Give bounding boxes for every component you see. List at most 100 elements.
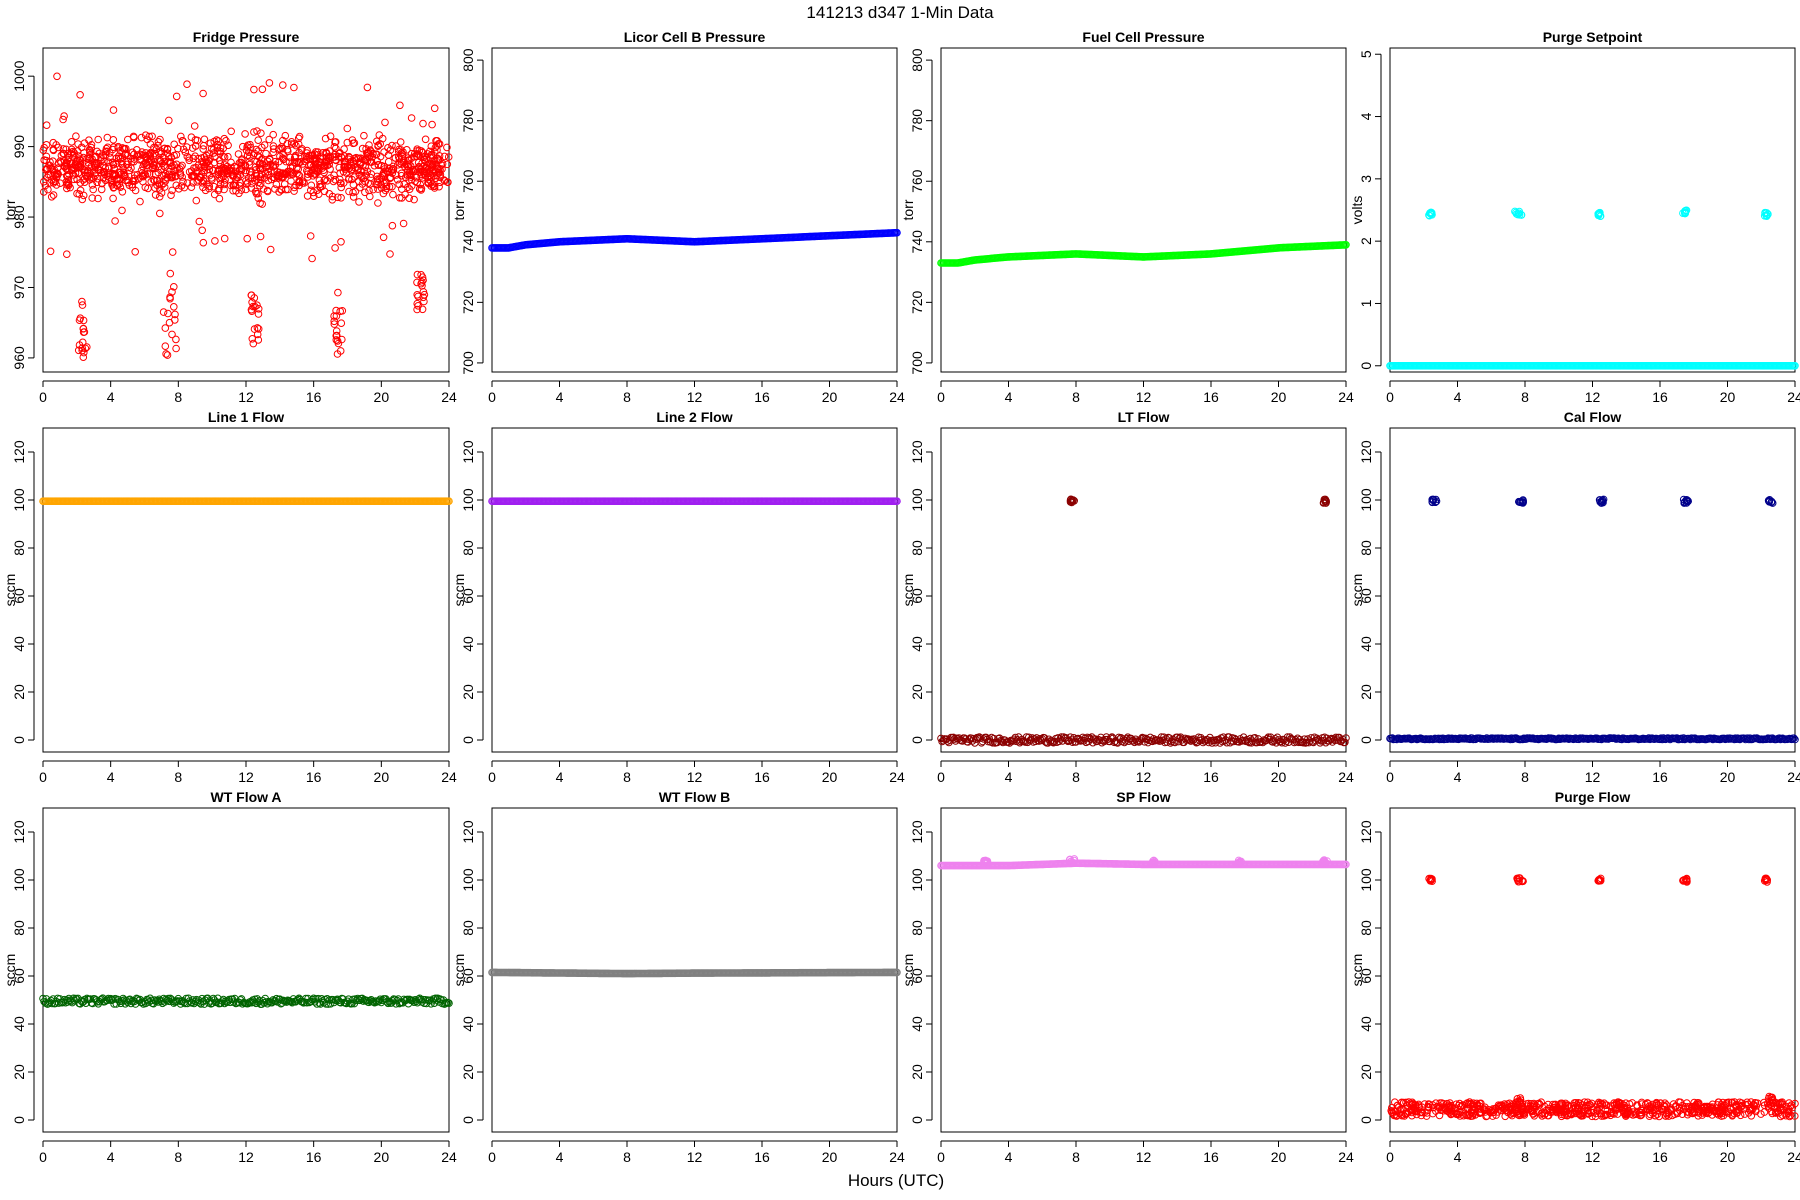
data-point	[414, 150, 422, 158]
y-axis-label: torr	[451, 199, 467, 220]
data-point	[170, 161, 178, 169]
data-point	[1011, 733, 1020, 742]
x-tick-label: 4	[1005, 769, 1013, 785]
data-point	[199, 145, 207, 153]
data-point	[97, 153, 105, 162]
data-point	[334, 288, 342, 297]
data-point	[192, 196, 201, 205]
data-point	[130, 133, 138, 142]
data-point	[388, 141, 396, 150]
data-point	[92, 152, 100, 161]
data-point	[231, 181, 240, 190]
x-tick-label: 12	[1585, 769, 1601, 785]
data-point	[405, 160, 413, 169]
data-point	[222, 137, 230, 145]
plot-frame	[42, 807, 450, 1133]
data-point	[303, 149, 311, 157]
data-point	[296, 178, 304, 186]
x-tick-label: 24	[441, 1149, 457, 1165]
data-point	[178, 161, 186, 170]
data-point	[308, 995, 317, 1004]
data-point	[256, 175, 265, 184]
data-point	[258, 85, 267, 94]
data-point	[170, 140, 178, 149]
data-point	[253, 127, 261, 135]
data-point	[395, 194, 404, 202]
data-point	[413, 305, 421, 314]
data-point	[445, 999, 453, 1008]
data-point	[160, 183, 169, 191]
x-tick-label: 20	[822, 1149, 838, 1165]
x-tick-label: 16	[1652, 769, 1668, 785]
data-point	[262, 149, 270, 158]
data-point	[75, 190, 83, 198]
y-tick-label: 60	[1358, 588, 1374, 604]
data-point	[265, 155, 274, 164]
x-tick-label: 16	[754, 389, 770, 405]
data-point	[335, 163, 344, 172]
data-point	[109, 169, 117, 178]
data-point	[155, 192, 164, 201]
data-point	[80, 178, 89, 186]
data-point	[332, 312, 341, 320]
data-point	[40, 177, 48, 186]
data-point	[253, 301, 261, 310]
data-point	[264, 171, 273, 180]
x-tick-label: 8	[1521, 769, 1529, 785]
y-tick-label: 740	[460, 230, 476, 254]
data-point	[49, 138, 58, 147]
data-point	[250, 128, 258, 136]
panel-title: Cal Flow	[1564, 409, 1622, 425]
data-point	[172, 335, 180, 344]
y-axis-label: torr	[2, 199, 18, 220]
data-point	[403, 146, 411, 154]
data-point	[382, 182, 391, 191]
data-point	[250, 149, 259, 158]
data-point	[893, 228, 901, 237]
y-tick-label: 60	[11, 968, 27, 984]
y-axis-label: sccm	[900, 574, 916, 607]
data-point	[307, 181, 316, 190]
data-point	[258, 200, 267, 208]
data-point	[1305, 738, 1313, 747]
data-point	[1257, 737, 1266, 746]
data-point	[263, 162, 272, 171]
data-point	[294, 140, 303, 148]
data-point	[1253, 738, 1261, 747]
data-points	[488, 228, 901, 252]
data-point	[99, 151, 108, 160]
data-point	[141, 159, 150, 168]
data-point	[384, 999, 392, 1008]
data-point	[1251, 734, 1259, 742]
data-point	[1320, 495, 1329, 504]
data-point	[420, 297, 428, 306]
data-point	[388, 221, 397, 230]
x-tick-label: 12	[687, 1149, 703, 1165]
data-point	[64, 180, 73, 188]
x-tick-label: 20	[1720, 389, 1736, 405]
y-tick-label: 100	[909, 488, 925, 512]
data-point	[349, 188, 357, 197]
data-point	[419, 119, 427, 128]
data-point	[165, 159, 174, 167]
x-tick-label: 16	[306, 1149, 322, 1165]
data-point	[332, 336, 341, 344]
data-point	[93, 159, 101, 168]
data-point	[62, 177, 71, 186]
y-tick-label: 0	[11, 736, 27, 744]
data-point	[87, 143, 95, 152]
y-tick-label: 80	[460, 540, 476, 556]
y-tick-label: 60	[11, 588, 27, 604]
y-tick-label: 40	[460, 636, 476, 652]
data-point	[211, 237, 219, 245]
data-point	[99, 174, 107, 182]
data-point	[382, 184, 391, 193]
y-tick-label: 40	[11, 636, 27, 652]
data-point	[79, 191, 88, 200]
panel-title: Fridge Pressure	[193, 29, 300, 45]
data-point	[214, 186, 223, 195]
data-point	[201, 186, 210, 195]
y-tick-label: 0	[460, 1116, 476, 1124]
